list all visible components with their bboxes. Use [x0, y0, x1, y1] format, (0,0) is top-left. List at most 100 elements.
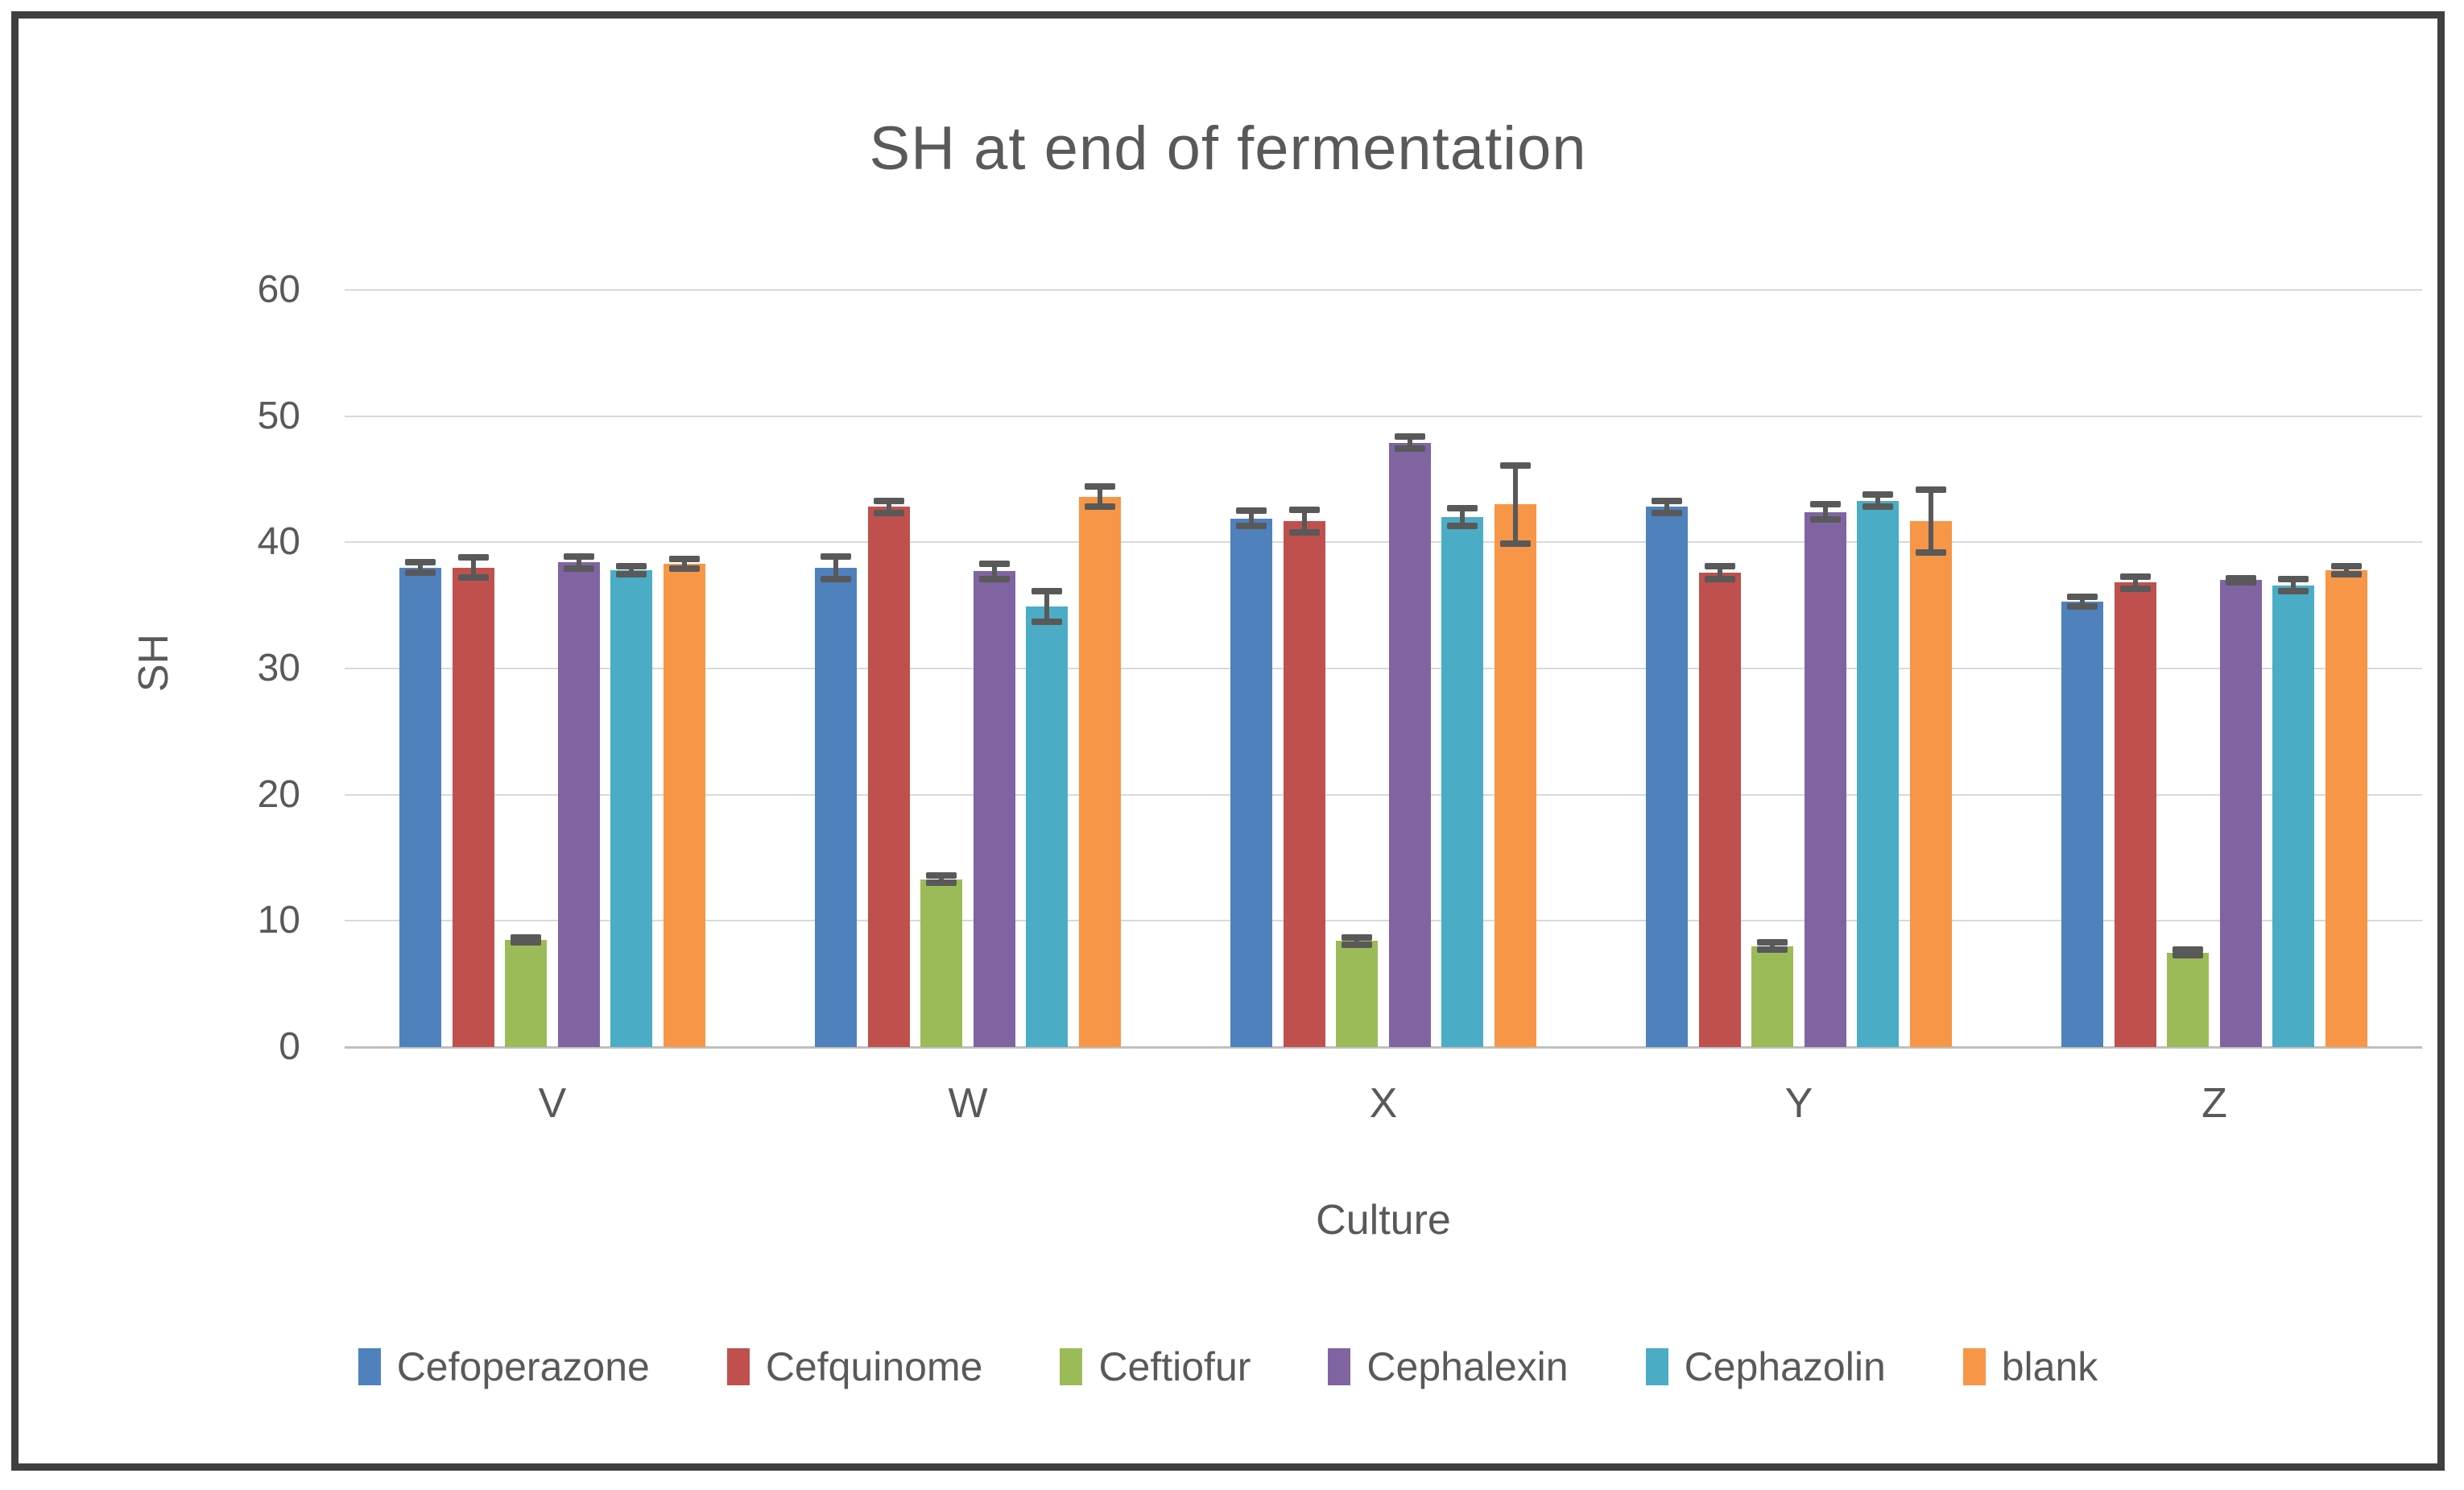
error-bar-cap-top: [873, 497, 904, 504]
error-bar-cap-bottom: [563, 565, 594, 573]
error-bar-cap-top: [2330, 563, 2362, 570]
bar-blank-x: [1494, 504, 1536, 1047]
error-bar-cap-top: [1031, 588, 1063, 595]
error-bar-line: [681, 558, 687, 569]
legend-swatch-cefquinome: [726, 1348, 750, 1385]
error-bar-cap-top: [2225, 574, 2256, 582]
error-bar-cap-bottom: [1862, 503, 1894, 511]
bar-cephalexin-x: [1388, 442, 1431, 1047]
bar-ceftiofur-z: [2167, 952, 2210, 1047]
bar-cephazolin-y: [1857, 500, 1900, 1047]
bar-cephazolin-w: [1026, 606, 1069, 1047]
error-bar-cap-bottom: [2225, 578, 2256, 586]
x-category-label-x: X: [1369, 1080, 1398, 1127]
bar-cephalexin-y: [1804, 511, 1846, 1047]
gridline-y-10: [345, 920, 2422, 922]
bar-ceftiofur-w: [920, 879, 963, 1047]
bar-ceftiofur-v: [505, 939, 548, 1047]
error-bar-cap-top: [457, 554, 489, 561]
bar-blank-w: [1078, 496, 1121, 1047]
error-bar-cap-bottom: [2330, 570, 2362, 577]
bar-cephalexin-w: [973, 571, 1015, 1047]
bar-cefoperazone-w: [815, 567, 858, 1047]
error-bar-cap-bottom: [873, 510, 904, 517]
error-bar-line: [1044, 591, 1050, 623]
legend-item-blank: blank: [1962, 1343, 2098, 1390]
chart-title: SH at end of fermentation: [869, 114, 1587, 183]
legend-item-cefoperazone: Cefoperazone: [358, 1343, 650, 1390]
legend-label: Cephazolin: [1684, 1344, 1886, 1389]
error-bar-cap-top: [2067, 593, 2098, 600]
error-bar-line: [1512, 465, 1518, 544]
chart-frame: SH at end of fermentation SH 0 10 20 30 40 50…: [11, 11, 2445, 1471]
error-bar-cap-top: [1915, 486, 1946, 493]
bar-cephalexin-v: [557, 562, 600, 1047]
legend-label: Cefoperazone: [396, 1344, 650, 1389]
legend-swatch-blank: [1962, 1348, 1986, 1385]
legend-swatch-ceftiofur: [1060, 1348, 1083, 1385]
bar-blank-v: [663, 563, 705, 1047]
x-category-label-z: Z: [2201, 1080, 2227, 1127]
legend-swatch-cephazolin: [1645, 1348, 1668, 1385]
error-bar-cap-top: [511, 933, 542, 941]
error-bar-line: [1822, 504, 1828, 520]
error-bar-cap-bottom: [1809, 516, 1841, 524]
error-bar-line: [1928, 489, 1933, 553]
bar-cephalexin-z: [2219, 580, 2262, 1047]
error-bar-line: [991, 563, 997, 579]
y-tick-label-30: 30: [257, 647, 300, 689]
error-bar-cap-bottom: [2278, 588, 2309, 595]
error-bar-cap-bottom: [457, 574, 489, 582]
x-category-label-v: V: [538, 1080, 567, 1127]
error-bar-line: [1097, 486, 1102, 507]
bar-blank-z: [2325, 569, 2367, 1047]
bar-cefquinome-y: [1698, 572, 1741, 1047]
error-bar-line: [1301, 509, 1307, 532]
error-bar-cap-bottom: [511, 938, 542, 946]
bar-cefquinome-w: [867, 507, 910, 1047]
error-bar-cap-top: [1084, 483, 1115, 490]
error-bar-cap-top: [1394, 433, 1425, 440]
error-bar-line: [1875, 494, 1881, 507]
y-tick-label-10: 10: [257, 899, 300, 942]
error-bar-line: [1717, 566, 1722, 579]
y-tick-label-50: 50: [257, 394, 300, 437]
error-bar-cap-top: [405, 559, 436, 566]
gridline-y-20: [345, 793, 2422, 796]
error-bar-cap-top: [821, 553, 852, 560]
gridline-y-60: [345, 289, 2422, 291]
error-bar-cap-bottom: [1499, 540, 1531, 547]
error-bar-cap-top: [1809, 501, 1841, 508]
y-tick-label-60: 60: [257, 268, 300, 311]
error-bar-cap-top: [926, 871, 957, 879]
y-tick-label-40: 40: [257, 520, 300, 564]
legend-item-cephalexin: Cephalexin: [1328, 1343, 1569, 1390]
error-bar-line: [939, 875, 945, 884]
error-bar-line: [470, 557, 476, 578]
y-tick-label-0: 0: [279, 1025, 300, 1068]
error-bar-cap-bottom: [2173, 951, 2204, 958]
error-bar-cap-bottom: [1236, 522, 1267, 529]
y-tick-label-20: 20: [257, 772, 300, 816]
plot-area: [345, 289, 2422, 1049]
error-bar-cap-top: [1652, 497, 1683, 504]
bar-cefoperazone-y: [1646, 507, 1689, 1047]
error-bar-cap-bottom: [2067, 603, 2098, 610]
legend-item-cephazolin: Cephazolin: [1645, 1343, 1886, 1390]
error-bar-cap-bottom: [821, 575, 852, 582]
legend-swatch-cefoperazone: [358, 1348, 381, 1385]
error-bar-cap-bottom: [616, 570, 647, 577]
error-bar-line: [2291, 578, 2297, 592]
error-bar-cap-top: [563, 553, 594, 560]
legend-label: blank: [2001, 1344, 2098, 1389]
bar-cephazolin-x: [1441, 517, 1484, 1047]
legend-label: Cefquinome: [765, 1344, 983, 1389]
error-bar-line: [1770, 942, 1776, 950]
error-bar-cap-bottom: [2119, 586, 2151, 593]
error-bar-line: [833, 556, 839, 579]
error-bar-line: [1460, 508, 1466, 526]
bar-cefoperazone-x: [1230, 518, 1273, 1047]
error-bar-cap-bottom: [1084, 503, 1115, 511]
bar-cefoperazone-v: [399, 567, 442, 1047]
error-bar-cap-top: [1757, 938, 1788, 946]
